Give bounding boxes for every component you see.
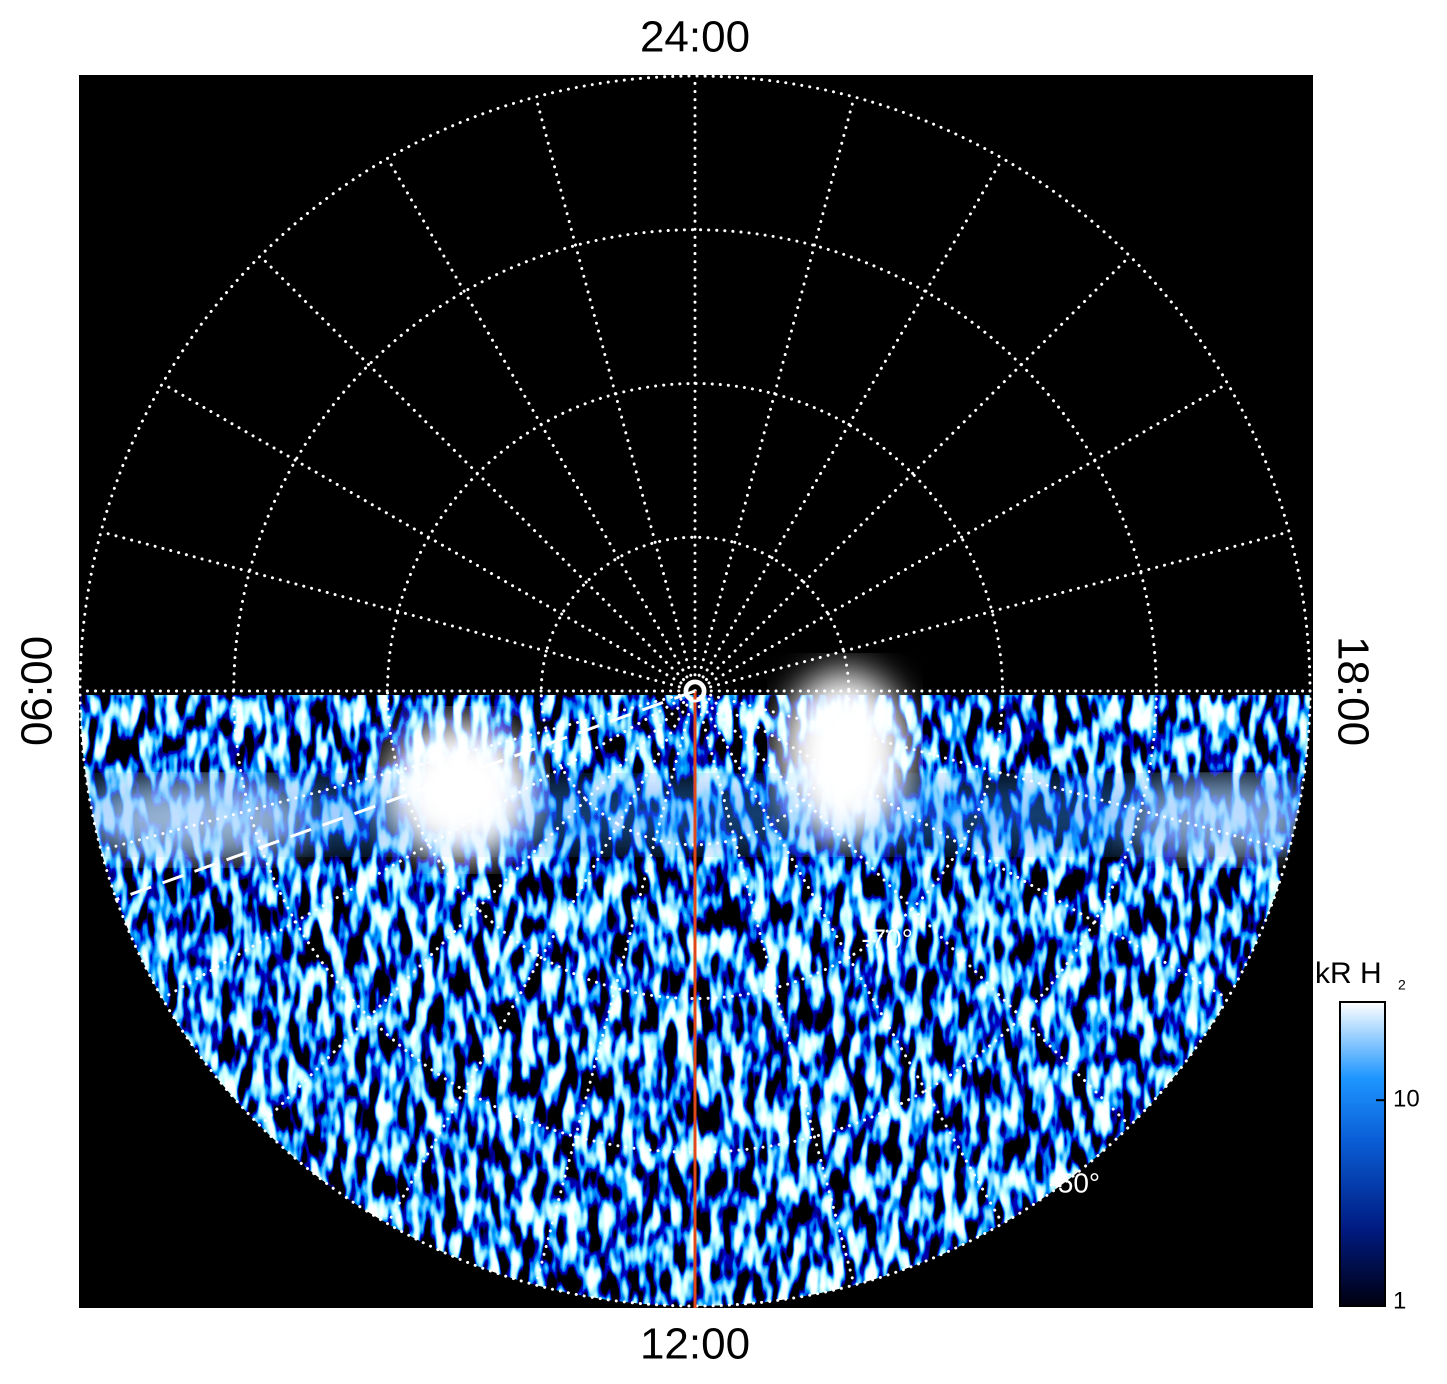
colorbar-tick-label: 10 [1393,1086,1420,1113]
meridian-line [693,156,1004,693]
latitude-ring [539,535,851,847]
bright-spot [385,720,535,860]
latitude-label: -70° [861,924,913,955]
meridian-line [693,689,856,1287]
bright-spot [1130,780,1310,860]
meridian-line [693,254,1132,693]
latitude-ring [78,74,1312,1308]
polar-grid [78,74,1312,1308]
lt-label-top: 24:00 [640,13,750,62]
meridian-line [99,689,697,852]
meridian-line [160,689,697,1000]
lt-label-right: 18:00 [1328,636,1377,746]
meridian-line [693,530,1291,693]
meridian-line [693,689,1004,1226]
bright-spot [90,780,310,860]
colorbar [1339,1001,1386,1307]
latitude-ring [386,382,1004,1000]
latitude-ring [232,228,1158,1154]
dashed-meridian [114,689,696,902]
colorbar-tick-label: 1 [1393,1287,1406,1314]
meridian-line [534,689,697,1287]
bright-spot [780,670,910,840]
colorbar-title: kR H [1315,957,1382,990]
colorbar-title-subscript: 2 [1398,977,1406,993]
meridian-line [386,689,697,1226]
pole-marker [683,679,707,703]
meridian-line [258,689,697,1128]
latitude-label: -50° [1048,1168,1100,1199]
lt-label-bottom: 12:00 [640,1320,750,1369]
meridian-line [693,95,856,693]
lt-label-left: 06:00 [13,636,62,746]
meridian-line [693,382,1230,693]
meridian-line [693,689,1132,1128]
